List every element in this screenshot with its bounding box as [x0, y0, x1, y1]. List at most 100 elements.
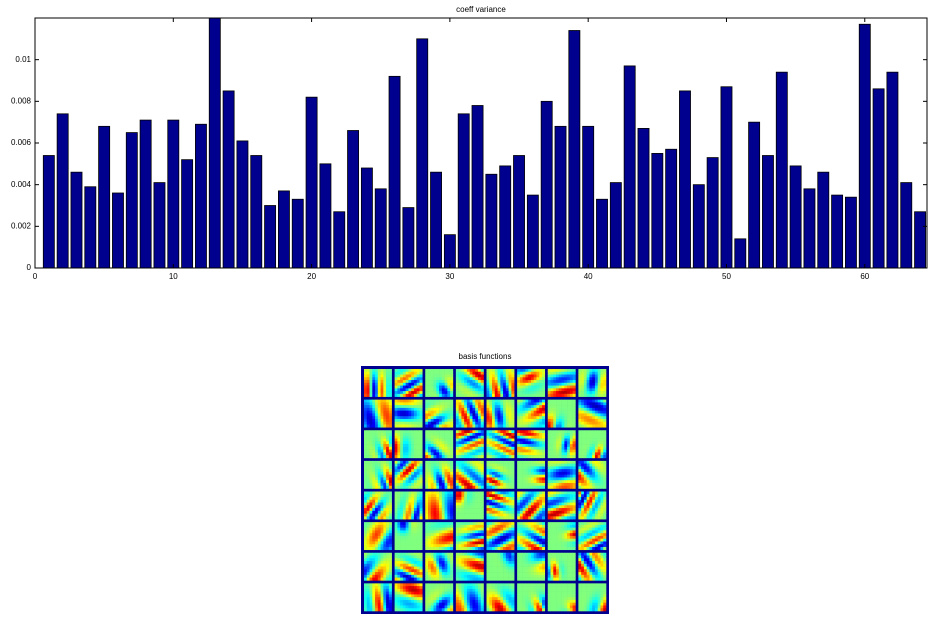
tile-pixel [372, 471, 376, 475]
tile-pixel [597, 380, 601, 384]
tile-pixel [477, 416, 482, 420]
tile-pixel [578, 424, 582, 428]
tile-pixel [569, 374, 573, 378]
tile-pixel [408, 535, 412, 539]
tile-pixel [586, 477, 590, 481]
tile-pixel [377, 413, 381, 417]
tile-pixel [441, 471, 445, 475]
tile-pixel [486, 405, 490, 409]
tile-pixel [413, 477, 418, 481]
tile-pixel [480, 460, 484, 464]
tile-pixel [366, 477, 370, 481]
tile-pixel [411, 502, 415, 506]
tile-pixel [413, 538, 418, 542]
tile-pixel [480, 463, 484, 467]
tile-pixel [411, 405, 415, 409]
tile-pixel [377, 391, 381, 395]
tile-pixel [530, 460, 534, 464]
tile-pixel [394, 502, 398, 506]
tile-pixel [455, 471, 459, 475]
tile-pixel [497, 477, 501, 481]
tile-pixel [439, 413, 443, 417]
tile-pixel [433, 399, 437, 403]
tile-pixel [547, 482, 551, 487]
tile-pixel [547, 524, 551, 528]
tile-pixel [439, 494, 443, 498]
tile-pixel [508, 466, 512, 470]
tile-pixel [436, 377, 440, 381]
tile-pixel [366, 371, 370, 375]
tile-pixel [494, 535, 498, 539]
tile-pixel [550, 469, 554, 473]
tile-pixel [380, 533, 384, 537]
tile-pixel [425, 424, 429, 428]
tile-pixel [372, 421, 376, 425]
tile-pixel [461, 497, 465, 501]
tile-pixel [530, 480, 534, 484]
tile-pixel [369, 377, 373, 381]
tile-pixel [464, 482, 468, 487]
tile-pixel [528, 510, 532, 514]
tile-pixel [556, 455, 560, 459]
tile-pixel [436, 388, 440, 392]
tile-pixel [433, 413, 437, 417]
tile-pixel [550, 446, 554, 450]
tile-pixel [416, 522, 420, 526]
tile-pixel [394, 524, 398, 528]
tile-pixel [364, 441, 368, 445]
tile-pixel [388, 430, 392, 434]
tile-pixel [455, 430, 459, 434]
tile-pixel [578, 430, 582, 434]
basis-tile [517, 430, 546, 459]
tile-pixel [603, 477, 607, 481]
tile-pixel [402, 502, 406, 506]
tile-pixel [564, 407, 568, 411]
tile-pixel [533, 485, 537, 489]
tile-pixel [447, 469, 451, 473]
tile-pixel [486, 502, 490, 506]
tile-pixel [397, 485, 401, 489]
tile-pixel [380, 474, 384, 478]
tile-pixel [567, 471, 571, 475]
tile-pixel [567, 505, 571, 509]
tile-pixel [369, 544, 373, 548]
tile-pixel [408, 369, 412, 373]
tile-pixel [536, 410, 540, 414]
tile-pixel [589, 524, 593, 528]
tile-pixel [581, 416, 585, 420]
tile-pixel [522, 393, 526, 397]
tile-pixel [519, 516, 523, 520]
tile-pixel [413, 369, 418, 373]
tile-pixel [458, 533, 462, 537]
tile-pixel [503, 455, 507, 459]
tile-pixel [436, 510, 440, 514]
tile-pixel [561, 371, 565, 375]
tile-pixel [377, 510, 381, 514]
tile-pixel [503, 482, 507, 487]
tile-pixel [469, 502, 473, 506]
tile-pixel [500, 435, 504, 439]
tile-pixel [494, 474, 498, 478]
tile-pixel [550, 452, 554, 456]
tile-pixel [533, 421, 537, 425]
tile-pixel [408, 418, 412, 423]
tile-pixel [541, 480, 546, 484]
tile-pixel [564, 477, 568, 481]
tile-pixel [492, 369, 496, 373]
tile-pixel [553, 377, 557, 381]
tile-pixel [469, 449, 473, 453]
tile-pixel [561, 424, 565, 428]
tile-pixel [547, 424, 551, 428]
tile-pixel [489, 471, 493, 475]
tile-pixel [586, 416, 590, 420]
tile-pixel [569, 371, 573, 375]
tile-pixel [394, 393, 398, 397]
tile-pixel [450, 541, 454, 545]
tile-pixel [394, 452, 398, 456]
tile-pixel [386, 452, 390, 456]
tile-pixel [550, 546, 554, 551]
tile-pixel [450, 413, 454, 417]
tile-pixel [402, 533, 406, 537]
tile-pixel [439, 391, 443, 395]
tile-pixel [469, 391, 473, 395]
